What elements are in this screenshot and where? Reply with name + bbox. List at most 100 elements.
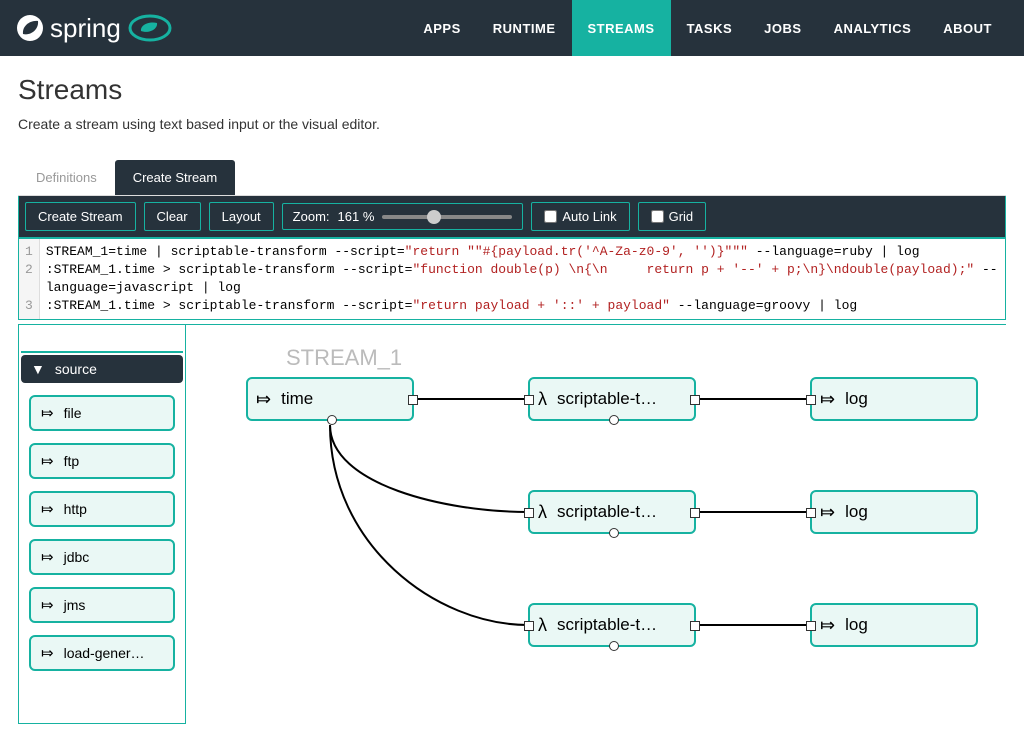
palette-item-label: load-gener… — [64, 645, 145, 661]
gutter: 12 3 — [19, 239, 40, 319]
palette-item-jms[interactable]: ⤇ jms — [29, 587, 175, 623]
code-content[interactable]: STREAM_1=time | scriptable-transform --s… — [40, 239, 1005, 319]
port-in[interactable] — [524, 508, 534, 518]
palette-header-label: source — [55, 361, 97, 377]
autolink-checkbox[interactable] — [544, 210, 557, 223]
navbar: spring APPSRUNTIMESTREAMSTASKSJOBSANALYT… — [0, 0, 1024, 56]
node-log1[interactable]: ⤇ log — [810, 377, 978, 421]
page-title: Streams — [18, 74, 1006, 106]
node-type-icon: ⤇ — [820, 502, 835, 523]
zoom-group: Zoom: 161 % — [282, 203, 524, 230]
nav-item-jobs[interactable]: JOBS — [748, 0, 817, 56]
node-label: scriptable-t… — [557, 389, 657, 409]
node-type-icon: λ — [538, 502, 547, 523]
port-in[interactable] — [806, 508, 816, 518]
port-tap[interactable] — [609, 528, 619, 538]
source-icon: ⤇ — [41, 644, 54, 662]
palette-item-loadgener[interactable]: ⤇ load-gener… — [29, 635, 175, 671]
node-log2[interactable]: ⤇ log — [810, 490, 978, 534]
nav-item-tasks[interactable]: TASKS — [671, 0, 749, 56]
port-out[interactable] — [690, 621, 700, 631]
autolink-group[interactable]: Auto Link — [531, 202, 629, 231]
palette-item-jdbc[interactable]: ⤇ jdbc — [29, 539, 175, 575]
nav-item-streams[interactable]: STREAMS — [572, 0, 671, 56]
port-in[interactable] — [524, 621, 534, 631]
toolbar: Create Stream Clear Layout Zoom: 161 % A… — [18, 196, 1006, 238]
nav-item-runtime[interactable]: RUNTIME — [477, 0, 572, 56]
canvas[interactable]: STREAM_1 ⤇ time λ scriptable-t… ⤇ log λ scriptab… — [186, 324, 1006, 724]
node-type-icon: λ — [538, 389, 547, 410]
stream-label: STREAM_1 — [286, 345, 402, 371]
zoom-value: 161 % — [338, 209, 375, 224]
page: Streams Create a stream using text based… — [0, 56, 1024, 724]
nav-items: APPSRUNTIMESTREAMSTASKSJOBSANALYTICSABOU… — [407, 0, 1008, 56]
palette: ▼ source ⤇file ⤇ ftp ⤇ http ⤇ jdbc ⤇ jms ⤇ load-ge… — [18, 324, 186, 724]
node-type-icon: ⤇ — [820, 615, 835, 636]
node-type-icon: λ — [538, 615, 547, 636]
create-stream-button[interactable]: Create Stream — [25, 202, 136, 231]
node-time[interactable]: ⤇ time — [246, 377, 414, 421]
code-line: :STREAM_1.time > scriptable-transform --… — [46, 261, 999, 279]
spring-leaf-icon — [16, 14, 44, 42]
node-log3[interactable]: ⤇ log — [810, 603, 978, 647]
port-tap[interactable] — [609, 641, 619, 651]
node-label: time — [281, 389, 313, 409]
nav-item-about[interactable]: ABOUT — [927, 0, 1008, 56]
grid-checkbox[interactable] — [651, 210, 664, 223]
port-out[interactable] — [690, 508, 700, 518]
palette-item-file[interactable]: ⤇file — [29, 395, 175, 431]
palette-item-label: file — [64, 405, 82, 421]
brand-oval-icon — [127, 13, 173, 43]
brand-text: spring — [50, 13, 121, 44]
canvas-area: ▼ source ⤇file⤇ftp⤇http⤇jdbc⤇jms⤇load-ge… — [18, 324, 1006, 724]
node-type-icon: ⤇ — [256, 389, 271, 410]
node-st1[interactable]: λ scriptable-t… — [528, 377, 696, 421]
source-icon: ⤇ — [41, 500, 54, 518]
port-out[interactable] — [408, 395, 418, 405]
palette-section-header[interactable]: ▼ source — [21, 355, 183, 383]
source-icon: ⤇ — [41, 452, 54, 470]
code-editor[interactable]: 12 3 STREAM_1=time | scriptable-transfor… — [18, 238, 1006, 320]
node-label: log — [845, 615, 868, 635]
node-label: log — [845, 389, 868, 409]
node-st2[interactable]: λ scriptable-t… — [528, 490, 696, 534]
zoom-slider-thumb[interactable] — [427, 210, 441, 224]
layout-button[interactable]: Layout — [209, 202, 274, 231]
page-subtitle: Create a stream using text based input o… — [18, 116, 1006, 132]
palette-item-ftp[interactable]: ⤇ ftp — [29, 443, 175, 479]
brand-logo: spring — [16, 13, 179, 44]
port-in[interactable] — [806, 395, 816, 405]
palette-item-label: http — [64, 501, 87, 517]
port-out[interactable] — [690, 395, 700, 405]
clear-button[interactable]: Clear — [144, 202, 201, 231]
node-label: scriptable-t… — [557, 615, 657, 635]
source-icon: ⤇ — [41, 548, 54, 566]
zoom-label: Zoom: — [293, 209, 330, 224]
palette-item-label: ftp — [64, 453, 80, 469]
tab-create-stream[interactable]: Create Stream — [115, 160, 236, 195]
palette-item-label: jms — [64, 597, 86, 613]
grid-label: Grid — [669, 209, 694, 224]
port-tap[interactable] — [327, 415, 337, 425]
port-tap[interactable] — [609, 415, 619, 425]
code-line: STREAM_1=time | scriptable-transform --s… — [46, 243, 999, 261]
node-st3[interactable]: λ scriptable-t… — [528, 603, 696, 647]
zoom-slider[interactable] — [382, 215, 512, 219]
autolink-label: Auto Link — [562, 209, 616, 224]
port-in[interactable] — [806, 621, 816, 631]
nav-item-apps[interactable]: APPS — [407, 0, 476, 56]
tabs: DefinitionsCreate Stream — [18, 160, 1006, 196]
node-label: log — [845, 502, 868, 522]
palette-item-http[interactable]: ⤇ http — [29, 491, 175, 527]
source-icon: ⤇ — [41, 596, 54, 614]
grid-group[interactable]: Grid — [638, 202, 707, 231]
tab-definitions[interactable]: Definitions — [18, 160, 115, 195]
palette-search-input[interactable] — [21, 327, 183, 353]
node-type-icon: ⤇ — [820, 389, 835, 410]
chevron-down-icon: ▼ — [31, 361, 45, 377]
nav-item-analytics[interactable]: ANALYTICS — [818, 0, 928, 56]
port-in[interactable] — [524, 395, 534, 405]
palette-item-label: jdbc — [64, 549, 90, 565]
node-label: scriptable-t… — [557, 502, 657, 522]
code-line: :STREAM_1.time > scriptable-transform --… — [46, 297, 999, 315]
